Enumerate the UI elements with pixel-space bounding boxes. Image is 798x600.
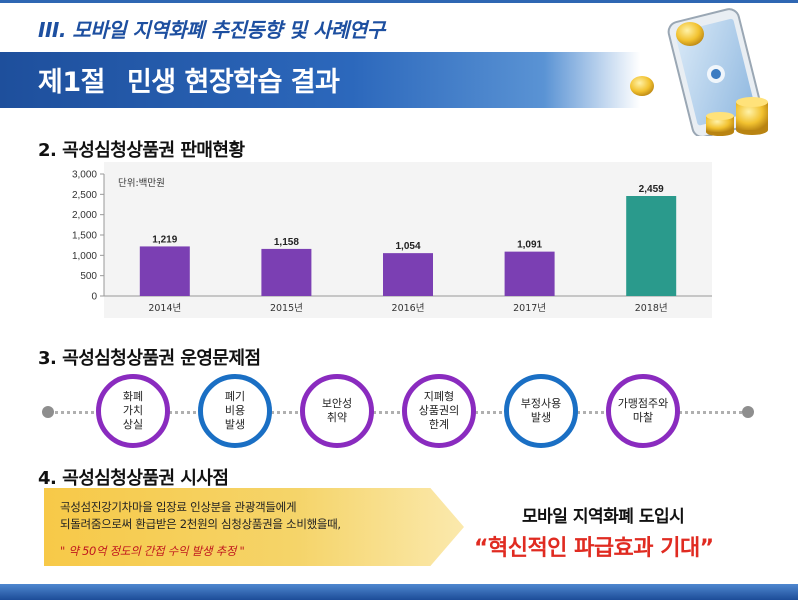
sales-bar-chart: 0 500 1,000 1,500 2,000 2,500 3,000 단위:백만원 1,219… [72, 162, 712, 318]
bar-value-label: 1,158 [274, 237, 299, 248]
x-tick-label: 2014년 [148, 303, 181, 314]
y-tick-label: 3,000 [72, 170, 97, 181]
bar-value-label: 1,091 [517, 240, 542, 251]
y-tick-label: 2,500 [72, 190, 97, 201]
y-tick-label: 1,000 [72, 251, 97, 262]
section-number: 제1절 [38, 67, 105, 98]
issue-circle: 부정사용 발생 [504, 374, 578, 448]
issue-circle: 가맹점주와 마찰 [606, 374, 680, 448]
timeline-dotted-line [48, 411, 748, 414]
implications-line-1: 곡성섬진강기차마을 입장료 인상분을 관광객들에게 [60, 500, 297, 514]
bar-value-label: 1,054 [395, 241, 420, 252]
chapter-title: III. 모바일 지역화폐 추진동향 및 사례연구 [38, 18, 385, 42]
outcome-headline: “혁신적인 파급효과 기대” [474, 536, 714, 561]
section-header-bar [0, 52, 640, 108]
bar-value-label: 1,219 [152, 234, 177, 245]
sales-chart: 0 500 1,000 1,500 2,000 2,500 3,000 단위:백만원 1,219… [60, 162, 720, 318]
section-name: 민생 현장학습 결과 [126, 67, 340, 98]
chart-bar [383, 253, 433, 296]
y-tick-label: 0 [91, 292, 97, 303]
sales-heading: 2. 곡성심청상품권 판매현황 [38, 140, 245, 161]
outcome-subtitle: 모바일 지역화폐 도입시 [522, 507, 685, 527]
chart-unit-label: 단위:백만원 [118, 177, 165, 189]
chart-bar [626, 196, 677, 296]
chart-bar [139, 246, 190, 296]
y-tick-label: 1,500 [72, 231, 97, 242]
issue-circle: 화폐 가치 상실 [96, 374, 170, 448]
timeline-end-dot [742, 406, 754, 418]
implications-line-2: 되돌려줌으로써 환급받은 2천원의 심청상품권을 소비했을때, [60, 517, 341, 531]
implications-text: 곡성섬진강기차마을 입장료 인상분을 관광객들에게 되돌려줌으로써 환급받은 2… [60, 499, 341, 533]
chart-bar [504, 251, 555, 296]
x-tick-label: 2017년 [513, 303, 546, 314]
implications-note: " 약 50억 정도의 간접 수익 발생 추정 " [60, 544, 245, 558]
timeline-start-dot [42, 406, 54, 418]
implications-box: 곡성섬진강기차마을 입장료 인상분을 관광객들에게 되돌려줌으로써 환급받은 2… [44, 488, 464, 566]
issue-circle: 폐기 비용 발생 [198, 374, 272, 448]
x-tick-label: 2016년 [392, 303, 425, 314]
footer-bar [0, 584, 798, 600]
bar-value-label: 2,459 [639, 184, 664, 195]
section-title: 제1절 민생 현장학습 결과 [38, 60, 340, 99]
y-tick-label: 500 [80, 271, 97, 282]
phone-coins-icon [630, 8, 768, 136]
issues-timeline: 화폐 가치 상실 폐기 비용 발생 보안성 취약 지폐형 상품권의 한계 부정사용 발생… [40, 374, 760, 450]
issue-circle: 보안성 취약 [300, 374, 374, 448]
implications-heading: 4. 곡성심청상품권 시사점 [38, 468, 229, 489]
x-tick-label: 2018년 [635, 303, 668, 314]
x-tick-label: 2015년 [270, 303, 303, 314]
issues-heading: 3. 곡성심청상품권 운영문제점 [38, 348, 261, 369]
issue-circle: 지폐형 상품권의 한계 [402, 374, 476, 448]
chart-bar [261, 248, 312, 296]
top-accent-line [0, 0, 798, 3]
y-tick-label: 2,000 [72, 210, 97, 221]
